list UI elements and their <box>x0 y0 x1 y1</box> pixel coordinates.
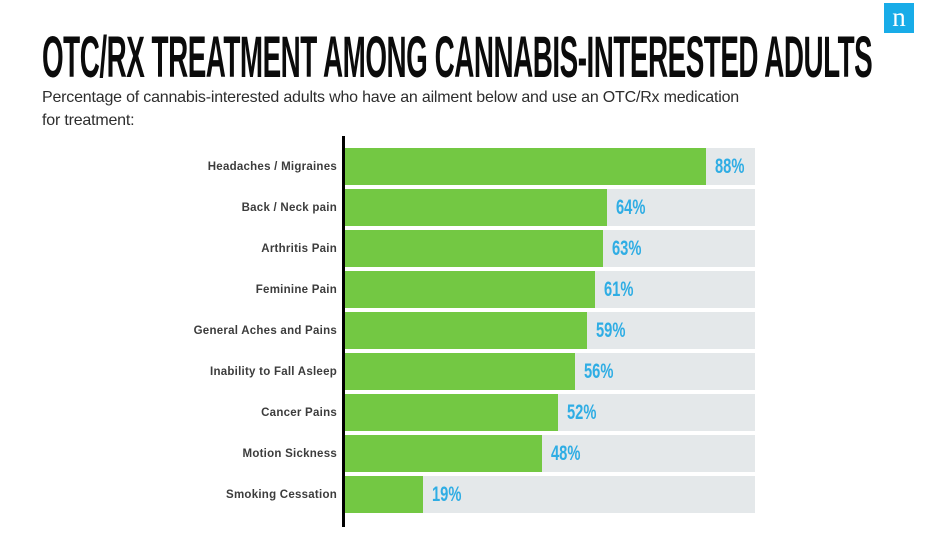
bar-track <box>345 353 755 390</box>
bar-fill <box>345 476 423 513</box>
category-label: Smoking Cessation <box>226 488 337 501</box>
bar-fill <box>345 230 604 267</box>
bar-track <box>345 271 755 308</box>
value-label: 19% <box>431 482 462 506</box>
value-label: 63% <box>612 236 642 260</box>
y-axis-line <box>342 136 345 527</box>
bar-fill <box>345 435 542 472</box>
category-label: Cancer Pains <box>261 406 337 419</box>
bar-track <box>345 394 755 431</box>
value-label: 59% <box>595 318 626 342</box>
value-label: 56% <box>583 359 614 383</box>
bar-fill <box>345 148 706 185</box>
bar-fill <box>345 189 608 226</box>
bar-fill <box>345 271 596 308</box>
bar-fill <box>345 353 575 390</box>
chart-subtitle-line-1: Percentage of cannabis-interested adults… <box>42 89 739 106</box>
bar-track <box>345 476 755 513</box>
category-label: General Aches and Pains <box>193 324 337 337</box>
value-label: 52% <box>567 400 597 424</box>
value-label: 61% <box>604 277 634 301</box>
chart-subtitle: Percentage of cannabis-interested adults… <box>42 86 739 132</box>
nielsen-logo-letter: n <box>892 2 906 32</box>
category-label: Motion Sickness <box>242 447 337 460</box>
category-label: Feminine Pain <box>255 283 337 296</box>
value-label: 48% <box>550 441 581 465</box>
bar-track <box>345 435 755 472</box>
category-label: Inability to Fall Asleep <box>210 365 337 378</box>
page-title: OTC/RX TREATMENT AMONG CANNABIS-INTEREST… <box>42 25 873 90</box>
bar-track <box>345 230 755 267</box>
category-label: Back / Neck pain <box>241 201 337 214</box>
category-label: Arthritis Pain <box>261 242 337 255</box>
bar-fill <box>345 394 559 431</box>
value-label: 64% <box>616 195 646 219</box>
value-label: 88% <box>714 154 745 178</box>
bar-track <box>345 312 755 349</box>
nielsen-logo: n <box>884 3 914 33</box>
chart-subtitle-line-2: for treatment: <box>42 112 135 129</box>
bar-track <box>345 189 755 226</box>
bar-fill <box>345 312 587 349</box>
bar-track <box>345 148 755 185</box>
category-label: Headaches / Migraines <box>207 160 337 173</box>
